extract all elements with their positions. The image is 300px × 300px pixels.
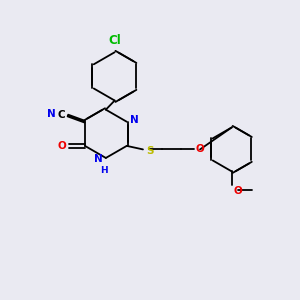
Text: S: S: [146, 146, 153, 156]
Text: O: O: [233, 186, 242, 196]
Text: N: N: [94, 154, 102, 164]
Text: O: O: [58, 141, 67, 151]
Text: Cl: Cl: [108, 34, 121, 47]
Text: C: C: [58, 110, 65, 120]
Text: H: H: [100, 166, 107, 175]
Text: N: N: [47, 109, 56, 119]
Text: O: O: [195, 144, 204, 154]
Text: N: N: [130, 115, 139, 125]
